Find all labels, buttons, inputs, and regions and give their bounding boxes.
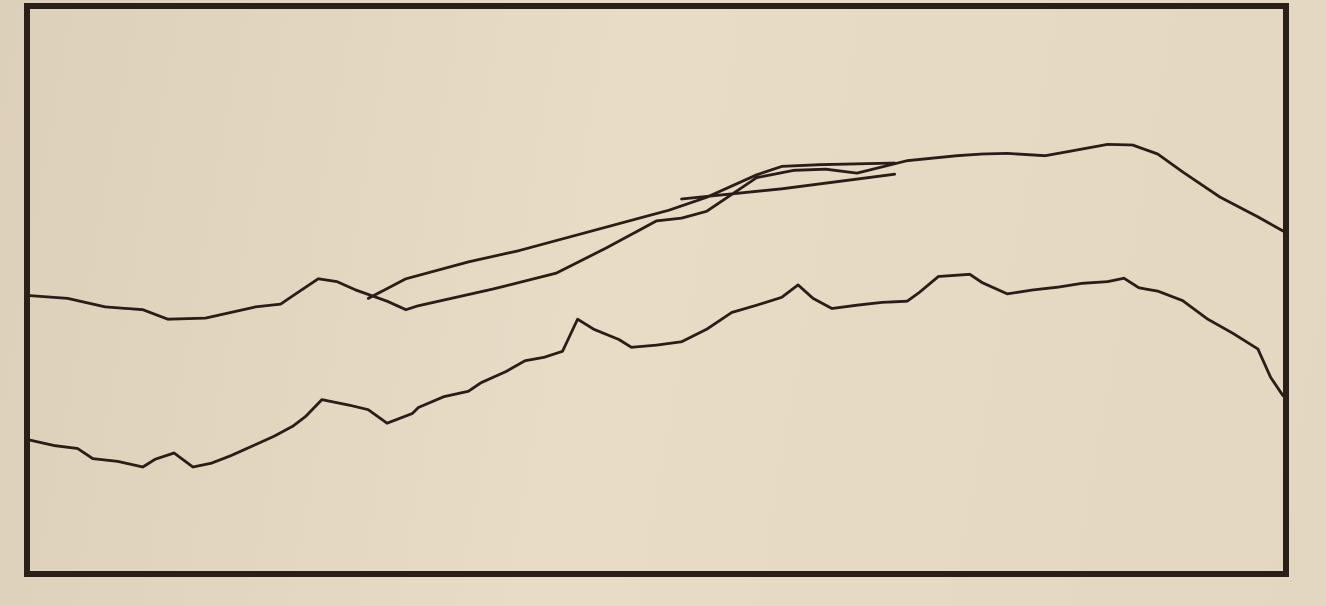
series-line-3 <box>680 172 896 201</box>
series-line-4 <box>28 272 1285 469</box>
series-line-1 <box>28 142 1285 321</box>
series-layer <box>28 142 1285 469</box>
plot-frame <box>24 3 1289 577</box>
series-line-2 <box>366 161 896 300</box>
